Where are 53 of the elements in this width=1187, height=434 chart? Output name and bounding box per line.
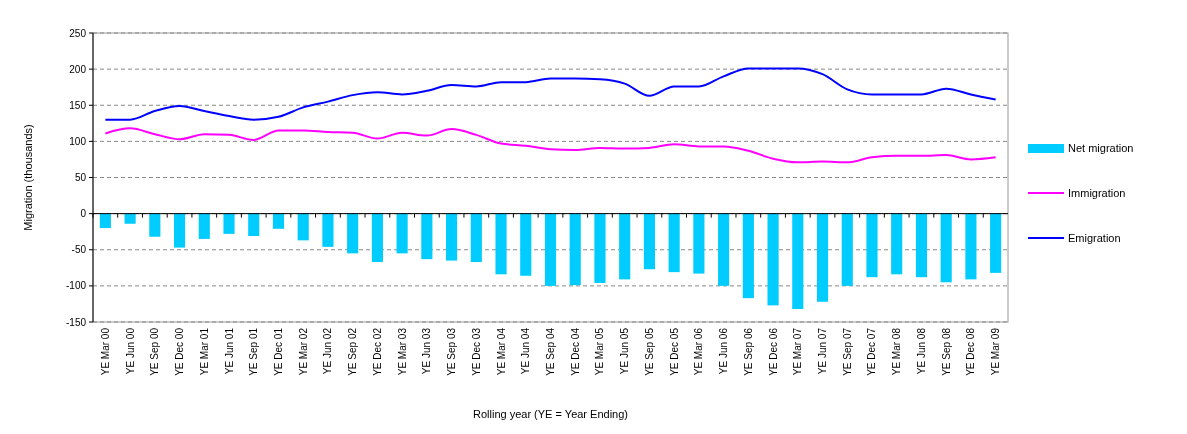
- x-tick-label: YE Jun 06: [718, 327, 730, 375]
- x-tick-label: YE Dec 04: [569, 327, 581, 376]
- x-tick-label: YE Mar 08: [891, 327, 903, 376]
- x-tick-label: YE Dec 06: [767, 327, 779, 376]
- line-series: [104, 67, 997, 121]
- x-tick-label: YE Jun 00: [124, 327, 136, 375]
- x-tick-label: YE Dec 03: [470, 327, 482, 376]
- y-tick-label: -50: [71, 244, 87, 256]
- x-tick-label: YE Jun 02: [322, 327, 334, 375]
- x-tick-label: YE Jun 01: [223, 327, 235, 375]
- legend-label: Immigration: [1068, 186, 1126, 199]
- y-tick-label: 150: [69, 99, 87, 111]
- x-tick-label: YE Dec 05: [668, 327, 680, 376]
- x-tick-label: YE Dec 00: [174, 327, 186, 376]
- x-tick-label: YE Jun 08: [915, 327, 927, 375]
- legend-label: Emigration: [1068, 231, 1121, 244]
- x-tick-label: YE Mar 00: [99, 327, 111, 376]
- x-tick-label: YE Dec 02: [371, 327, 383, 376]
- x-tick-label: YE Mar 02: [297, 327, 309, 376]
- x-tick-label: YE Sep 03: [446, 327, 458, 376]
- x-tick-label: YE Sep 06: [742, 327, 754, 376]
- line-series: [104, 127, 997, 164]
- x-tick-label: YE Mar 06: [693, 327, 705, 376]
- x-tick-label: YE Mar 09: [990, 327, 1002, 376]
- y-tick-label: 0: [80, 208, 87, 220]
- x-tick-label: YE Dec 08: [965, 327, 977, 376]
- x-tick-label: YE Sep 04: [545, 327, 556, 376]
- x-tick-label: YE Sep 01: [248, 327, 260, 376]
- x-tick-label: YE Jun 04: [520, 327, 532, 375]
- x-tick-label: YE Mar 04: [495, 327, 507, 376]
- x-tick-label: YE Dec 07: [866, 327, 878, 376]
- y-axis-title: Migration (thousands): [22, 124, 34, 231]
- x-tick-label: YE Sep 00: [149, 327, 161, 376]
- y-tick-label: 200: [69, 63, 87, 75]
- y-tick-label: 100: [69, 135, 87, 147]
- x-tick-label: YE Jun 03: [421, 327, 433, 375]
- y-tick-label: -100: [65, 280, 87, 292]
- x-tick-label: YE Mar 03: [396, 327, 408, 376]
- x-tick-label: YE Mar 01: [198, 327, 210, 376]
- x-tick-label: YE Mar 07: [792, 327, 804, 376]
- x-tick-label: YE Jun 05: [619, 327, 631, 375]
- y-tick-label: 50: [74, 172, 87, 183]
- x-tick-label: YE Jun 07: [817, 327, 829, 375]
- y-tick-label: -150: [65, 316, 87, 328]
- x-tick-label: YE Mar 05: [594, 327, 606, 376]
- x-axis-title: Rolling year (YE = Year Ending): [472, 408, 629, 420]
- y-tick-label: 250: [69, 27, 87, 39]
- legend-label: Net migration: [1068, 141, 1134, 154]
- x-tick-label: YE Sep 07: [841, 327, 853, 376]
- x-tick-label: YE Sep 02: [347, 327, 359, 376]
- x-tick-label: YE Sep 05: [643, 327, 655, 376]
- x-tick-label: YE Sep 08: [940, 327, 952, 376]
- x-tick-label: YE Dec 01: [272, 327, 284, 376]
